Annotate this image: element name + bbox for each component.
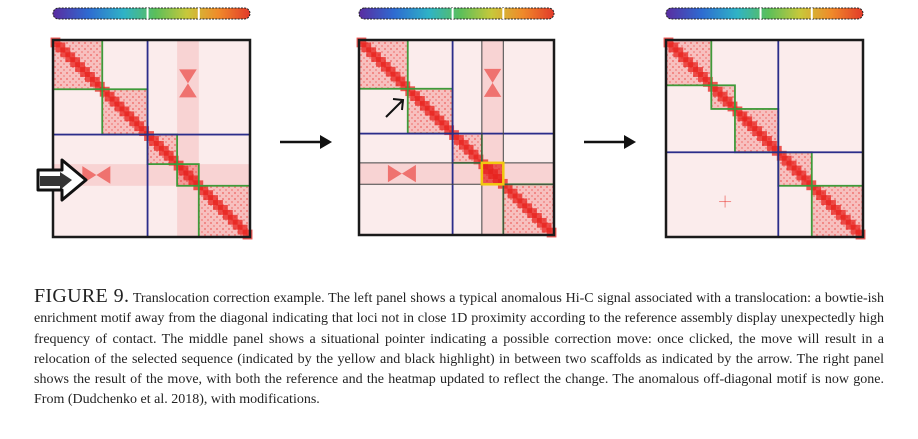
hic-figure [36, 7, 866, 240]
hollow-arrow-icon [36, 158, 88, 202]
chromosome-ideogram [665, 7, 864, 20]
hic-heatmap [356, 37, 557, 238]
chromosome-ideogram [358, 7, 555, 20]
hic-heatmap [663, 37, 866, 240]
figure-panels [36, 7, 866, 240]
chromosome-ideogram [52, 7, 251, 20]
pointer-arrow-icon [385, 98, 405, 118]
figure-caption: FIGURE 9. Translocation correction examp… [34, 286, 884, 411]
right-arrow-icon [280, 135, 332, 149]
caption-text: Translocation correction example. The le… [34, 291, 884, 408]
figure-label: FIGURE 9. [34, 285, 130, 307]
right-arrow-icon [584, 135, 636, 149]
hic-heatmap [50, 37, 253, 240]
